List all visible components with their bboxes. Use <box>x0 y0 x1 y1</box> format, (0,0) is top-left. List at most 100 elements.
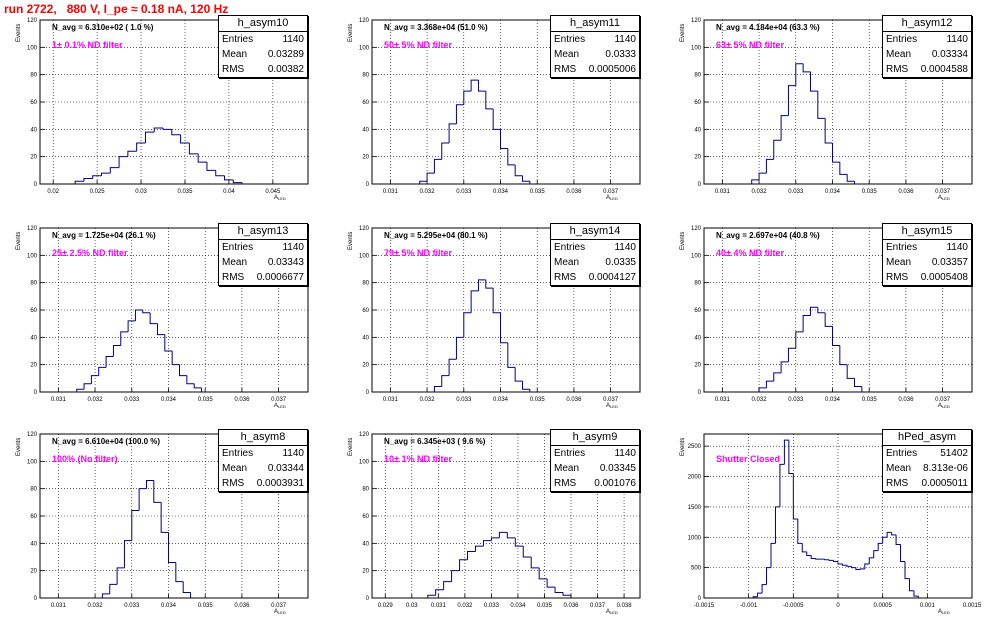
stats-entries-row: Entries 1140 <box>883 240 971 255</box>
histogram-bin <box>752 596 758 598</box>
stats-mean-label: Mean <box>222 49 248 60</box>
stats-box-title: h_asym10 <box>219 16 307 32</box>
histogram-bin <box>492 108 501 130</box>
histogram-panel-h_asym14: 0.031 0.032 0.033 0.034 0.035 0.036 0.037 0 20 40… <box>332 223 662 430</box>
x-tick-label: 0.038 <box>617 603 633 609</box>
histogram-bin <box>118 156 128 168</box>
histogram-bin <box>463 90 472 105</box>
stats-mean-label: Mean <box>222 257 248 268</box>
stats-mean-value: 0.0333 <box>605 49 636 60</box>
stats-mean-value: 0.03357 <box>931 257 968 268</box>
histogram-panel-h_asym15: 0.031 0.032 0.033 0.034 0.035 0.036 0.037 0 20 40… <box>664 223 994 430</box>
y-tick-label: 60 <box>30 308 37 314</box>
x-tick-label: 0.034 <box>825 189 841 195</box>
x-tick-label: 0.034 <box>510 603 526 609</box>
x-axis-title: ALED <box>606 609 618 615</box>
histogram-bin <box>171 351 180 366</box>
y-tick-label: 120 <box>359 226 370 232</box>
y-tick-label: 0 <box>366 596 370 602</box>
histogram-bin <box>780 115 789 141</box>
histogram-bin <box>499 312 508 344</box>
navg-label: N_avg = 4.184e+04 (63.3 %) <box>716 23 820 32</box>
histogram-bin <box>433 386 442 392</box>
filter-label: Shutter Closed <box>716 454 781 464</box>
y-tick-label: 120 <box>359 432 370 438</box>
stats-entries-label: Entries <box>554 34 586 45</box>
y-axis-title: Events <box>348 231 354 250</box>
x-axis-title-subscript: LED <box>278 404 286 409</box>
navg-label: N_avg = 3.368e+04 (51.0 %) <box>384 23 488 32</box>
x-tick-label: 0.033 <box>124 603 140 609</box>
histogram-bin <box>846 565 852 567</box>
stats-mean-label: Mean <box>886 463 912 474</box>
histogram-bin <box>499 129 508 149</box>
x-tick-label: 0.034 <box>825 397 841 403</box>
histogram-bin <box>831 326 840 347</box>
y-tick-label: 1500 <box>688 505 702 511</box>
x-tick-label: 0.031 <box>51 603 67 609</box>
stats-rms-value: 0.0003931 <box>256 478 304 489</box>
histogram-bin <box>448 358 457 376</box>
x-tick-label: 0 <box>836 603 840 609</box>
stats-mean-label: Mean <box>554 463 580 474</box>
stats-rms-value: 0.0006677 <box>256 272 304 283</box>
histogram-bin <box>441 142 450 160</box>
histogram-bin <box>514 367 523 382</box>
histogram-bin <box>817 307 826 314</box>
histogram-bin <box>809 71 818 92</box>
x-tick-label: 0.034 <box>161 603 177 609</box>
histogram-bin <box>774 506 780 544</box>
x-tick-label: 0.025 <box>90 189 106 195</box>
histogram-bin <box>792 473 798 520</box>
x-tick-label: 0.032 <box>88 603 104 609</box>
stats-box: h_asym11 Entries 1140 Mean 0.0333 RMS 0.000500… <box>550 15 640 78</box>
stats-entries-value: 1140 <box>946 34 968 45</box>
histogram-bin <box>522 381 530 390</box>
stats-entries-value: 1140 <box>282 242 304 253</box>
y-tick-label: 0 <box>698 182 702 188</box>
x-tick-label: 0.037 <box>603 397 619 403</box>
stats-mean-row: Mean 0.03334 <box>883 47 971 62</box>
histogram-bin <box>490 537 500 541</box>
x-tick-label: 0.001 <box>920 603 936 609</box>
x-axis-title: ALED <box>938 195 950 201</box>
x-tick-label: 0.032 <box>420 189 436 195</box>
stats-entries-label: Entries <box>222 242 254 253</box>
filter-label: 79± 5% ND filter <box>384 248 452 258</box>
histogram-bin <box>470 79 479 92</box>
x-tick-label: 0.0005 <box>873 603 892 609</box>
stats-mean-label: Mean <box>886 257 912 268</box>
histogram-bin <box>419 180 428 184</box>
x-tick-label: 0.037 <box>603 189 619 195</box>
stats-entries-label: Entries <box>554 448 586 459</box>
x-tick-label: 0.036 <box>234 397 250 403</box>
histogram-bin <box>514 537 524 547</box>
stats-box-title: h_asym13 <box>219 224 307 240</box>
histogram-bin <box>882 536 888 544</box>
histogram-bin <box>855 567 861 570</box>
histogram-bin <box>215 170 225 177</box>
y-tick-label: 100 <box>27 45 38 51</box>
histogram-bin <box>127 320 136 332</box>
stats-box: h_asym14 Entries 1140 Mean 0.0335 RMS 0.000412… <box>550 223 640 286</box>
histogram-bin <box>492 288 501 314</box>
x-tick-label: 0.035 <box>198 603 214 609</box>
histogram-bin <box>101 593 110 598</box>
histogram-bin <box>904 561 910 580</box>
x-axis-title-subscript: LED <box>610 610 618 615</box>
x-tick-label: 0.033 <box>124 397 140 403</box>
y-tick-label: 120 <box>27 226 38 232</box>
navg-label: N_avg = 2.697e+04 (40.8 %) <box>716 231 820 240</box>
histogram-bin <box>197 153 207 163</box>
stats-mean-row: Mean 0.03345 <box>551 461 639 476</box>
stats-rms-value: 0.001076 <box>594 478 636 489</box>
x-tick-label: 0.031 <box>431 603 447 609</box>
x-axis-title-text: A <box>274 609 279 615</box>
x-tick-label: 0.031 <box>383 189 399 195</box>
x-axis-title: ALED <box>606 195 618 201</box>
y-tick-label: 100 <box>27 459 38 465</box>
histogram-bin <box>120 331 129 346</box>
x-tick-label: 0.034 <box>161 397 177 403</box>
histogram-bin <box>182 581 191 594</box>
stats-entries-value: 1140 <box>614 448 636 459</box>
